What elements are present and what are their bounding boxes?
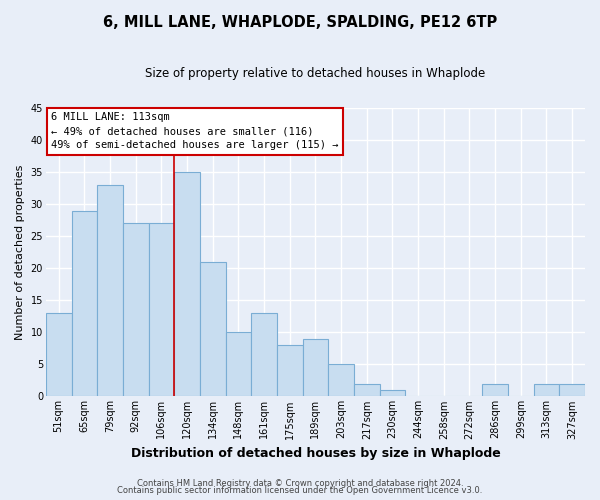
Text: Contains HM Land Registry data © Crown copyright and database right 2024.: Contains HM Land Registry data © Crown c… <box>137 478 463 488</box>
Y-axis label: Number of detached properties: Number of detached properties <box>15 164 25 340</box>
Bar <box>200 262 226 396</box>
X-axis label: Distribution of detached houses by size in Whaplode: Distribution of detached houses by size … <box>131 447 500 460</box>
Bar <box>123 224 149 396</box>
Title: Size of property relative to detached houses in Whaplode: Size of property relative to detached ho… <box>145 68 485 80</box>
Bar <box>277 345 302 397</box>
Bar <box>482 384 508 396</box>
Bar <box>226 332 251 396</box>
Bar <box>380 390 405 396</box>
Bar <box>533 384 559 396</box>
Bar <box>559 384 585 396</box>
Bar <box>149 224 174 396</box>
Text: 6, MILL LANE, WHAPLODE, SPALDING, PE12 6TP: 6, MILL LANE, WHAPLODE, SPALDING, PE12 6… <box>103 15 497 30</box>
Bar <box>97 185 123 396</box>
Bar <box>174 172 200 396</box>
Bar <box>328 364 354 396</box>
Bar <box>251 313 277 396</box>
Text: 6 MILL LANE: 113sqm
← 49% of detached houses are smaller (116)
49% of semi-detac: 6 MILL LANE: 113sqm ← 49% of detached ho… <box>51 112 339 150</box>
Bar <box>46 313 71 396</box>
Bar <box>354 384 380 396</box>
Bar <box>71 210 97 396</box>
Text: Contains public sector information licensed under the Open Government Licence v3: Contains public sector information licen… <box>118 486 482 495</box>
Bar <box>302 338 328 396</box>
